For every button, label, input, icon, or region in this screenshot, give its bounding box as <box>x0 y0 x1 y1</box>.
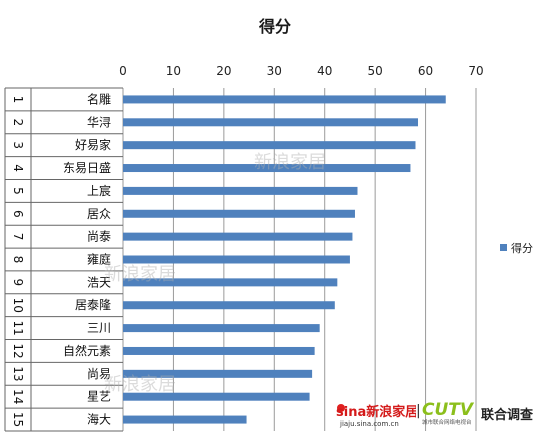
cutv-logo-text: CUTV <box>422 400 475 420</box>
cutv-logo: CUTV 城市联合网络电视台 <box>422 400 475 426</box>
rank-label: 10 <box>11 298 25 313</box>
bar-8 <box>123 255 350 264</box>
sina-logo: sina新浪家居 jiaju.sina.com.cn <box>336 404 416 428</box>
brand-separator: | <box>416 403 421 419</box>
bar-13 <box>123 369 313 378</box>
bar-7 <box>123 232 353 241</box>
bar-2 <box>123 118 419 127</box>
rank-label: 2 <box>11 118 25 126</box>
survey-label: 联合调查 <box>481 408 534 423</box>
watermark: 新浪家居 <box>104 264 176 285</box>
category-label: 东易日盛 <box>63 160 111 175</box>
bar-1 <box>123 95 446 104</box>
category-label: 好易家 <box>75 137 111 152</box>
category-label: 海大 <box>87 412 111 427</box>
category-label: 三川 <box>87 321 111 335</box>
category-label: 星艺 <box>87 390 111 404</box>
rank-label: 15 <box>11 412 25 427</box>
bar-3 <box>123 141 416 150</box>
watermark: 新浪家居 <box>104 374 176 395</box>
rank-label: 14 <box>11 389 25 404</box>
bar-4 <box>123 164 411 173</box>
bar-15 <box>123 415 247 424</box>
category-label: 上宸 <box>87 183 111 198</box>
category-label: 自然元素 <box>63 343 111 358</box>
category-label: 尚易 <box>87 367 111 381</box>
cutv-subtitle: 城市联合网络电视台 <box>422 418 472 426</box>
bar-12 <box>123 346 315 355</box>
x-tick-label: 50 <box>368 64 383 78</box>
sina-url: jiaju.sina.com.cn <box>339 420 399 428</box>
x-tick-label: 40 <box>317 64 332 78</box>
category-label: 尚泰 <box>87 230 111 244</box>
x-tick-label: 20 <box>216 64 231 78</box>
rank-label: 9 <box>11 279 25 287</box>
x-tick-label: 10 <box>166 64 181 78</box>
rank-label: 3 <box>11 141 25 149</box>
category-label: 名雕 <box>87 91 111 106</box>
rank-label: 12 <box>11 343 25 358</box>
legend-swatch <box>500 244 507 251</box>
legend: 得分 <box>500 242 533 255</box>
bar-9 <box>123 278 338 287</box>
rank-label: 4 <box>11 164 25 172</box>
rank-label: 5 <box>11 187 25 195</box>
sina-logo-text: sina新浪家居 <box>336 404 416 420</box>
bar-11 <box>123 324 320 333</box>
category-label: 浩天 <box>87 275 111 289</box>
bars <box>123 95 446 424</box>
x-tick-label: 60 <box>418 64 433 78</box>
category-label: 雍庭 <box>87 252 111 267</box>
x-tick-label: 30 <box>267 64 282 78</box>
rank-label: 11 <box>11 320 25 335</box>
category-label: 居众 <box>87 207 111 221</box>
rank-label: 6 <box>11 210 25 218</box>
rank-label: 1 <box>11 96 25 104</box>
rank-label: 13 <box>11 366 25 381</box>
bar-14 <box>123 392 310 401</box>
watermark: 新浪家居 <box>254 152 326 173</box>
category-rows: 1 名雕 2 华浔 3 好易家 4 东易日盛 5 上宸 6 居众 7 尚泰 8 雍庭 9 浩天 10 居泰隆 11 三川 1… <box>4 87 123 432</box>
legend-label: 得分 <box>511 242 533 255</box>
rank-label: 8 <box>11 256 25 264</box>
rank-label: 7 <box>11 233 25 241</box>
bar-10 <box>123 301 335 310</box>
x-tick-label: 70 <box>468 64 483 78</box>
bar-6 <box>123 209 355 218</box>
x-tick-label: 0 <box>119 64 127 78</box>
chart-title: 得分 <box>258 17 291 36</box>
x-tick-labels: 0 10 20 30 40 50 60 70 <box>119 64 483 78</box>
category-label: 居泰隆 <box>75 297 111 312</box>
category-label: 华浔 <box>87 115 111 129</box>
bar-5 <box>123 186 358 195</box>
